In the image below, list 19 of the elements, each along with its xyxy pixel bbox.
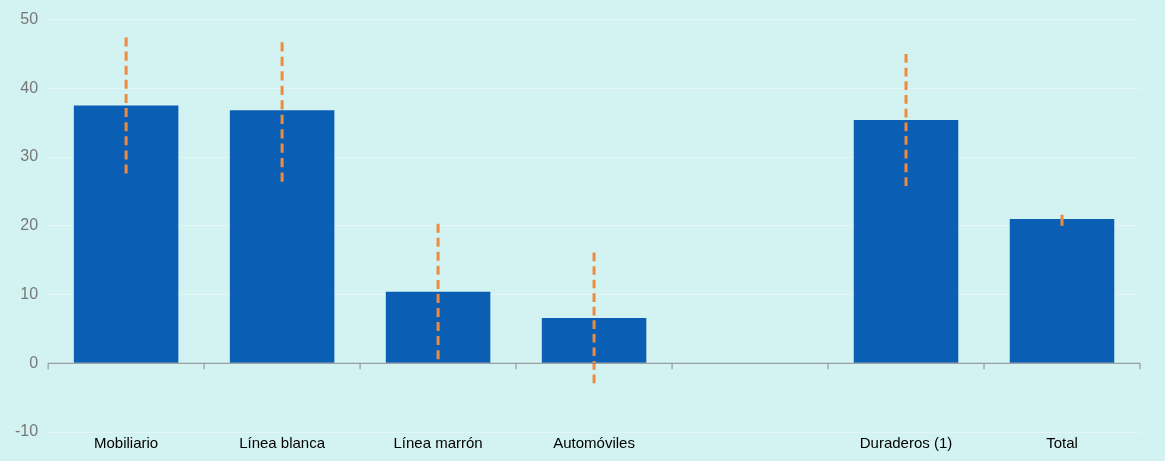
y-tick-label: 40 xyxy=(20,78,39,96)
x-tick-label: Automóviles xyxy=(553,434,635,452)
y-tick-label: 10 xyxy=(20,284,39,302)
x-tick-label: Línea blanca xyxy=(239,434,326,452)
bar xyxy=(385,291,491,363)
bar xyxy=(1009,218,1115,363)
x-tick-label: Duraderos (1) xyxy=(859,434,953,452)
bar xyxy=(73,105,179,363)
y-tick-label: -10 xyxy=(15,422,39,440)
y-tick-label: 0 xyxy=(29,353,39,371)
x-tick-label: Total xyxy=(1046,434,1078,452)
x-tick-label: Mobiliario xyxy=(94,434,159,452)
bar xyxy=(229,110,335,363)
y-tick-label: 20 xyxy=(20,216,39,234)
bar xyxy=(541,317,647,363)
y-tick-label: 30 xyxy=(20,147,39,165)
bar xyxy=(853,119,959,363)
y-tick-label: 50 xyxy=(20,10,39,28)
x-tick-label: Línea marrón xyxy=(393,434,483,452)
